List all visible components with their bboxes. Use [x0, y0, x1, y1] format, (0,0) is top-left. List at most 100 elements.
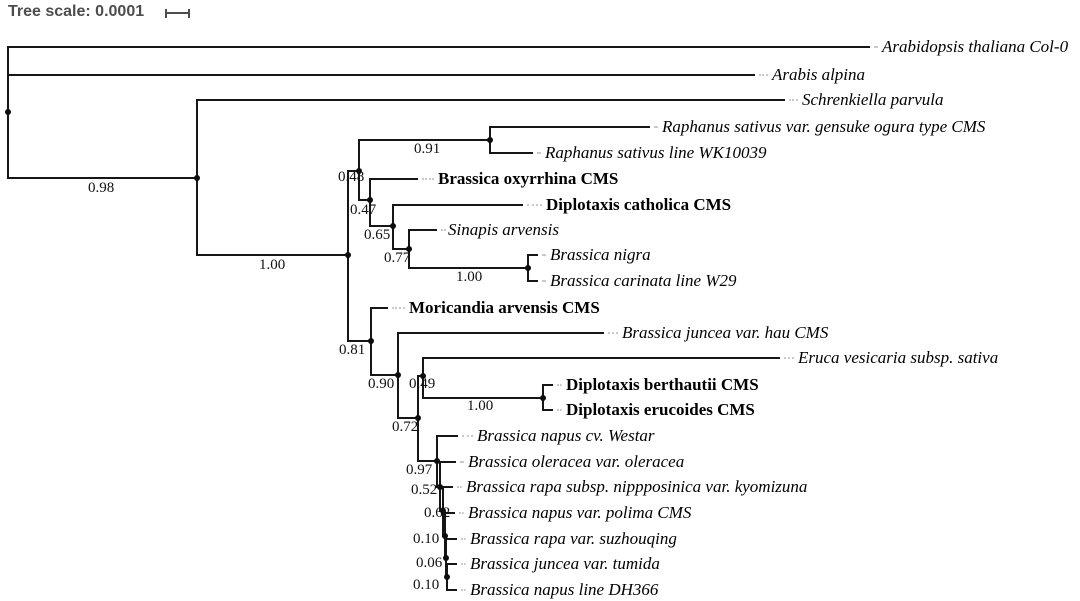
tree-branch-h: [528, 280, 538, 282]
tree-branch-h: [359, 139, 490, 141]
tree-node-dot: [368, 338, 374, 344]
tree-branch-h: [543, 384, 553, 386]
tree-branch-h: [348, 340, 371, 342]
taxon-label: Arabidopsis thaliana Col-0: [882, 37, 1069, 56]
label-connector: [759, 74, 768, 76]
support-value: 1.00: [456, 269, 483, 285]
support-value: 1.00: [259, 257, 286, 273]
tree-node-dot: [395, 372, 401, 378]
label-connector: [422, 178, 434, 180]
tree-branch-h: [490, 126, 650, 128]
taxon-label: Diplotaxis catholica CMS: [546, 195, 732, 214]
tree-node-dot: [442, 533, 448, 539]
tree-branch-h: [440, 461, 456, 463]
label-connector: [784, 357, 794, 359]
support-value: 0.52: [411, 482, 438, 498]
label-connector: [460, 461, 464, 463]
label-connector: [462, 435, 473, 437]
label-connector: [537, 152, 541, 154]
taxon-label: Diplotaxis erucoides CMS: [566, 400, 755, 419]
tree-branch-h: [409, 229, 437, 231]
tree-branch-h: [370, 178, 418, 180]
tree-branch-h: [359, 199, 370, 201]
support-value: 0.48: [338, 169, 365, 185]
tree-branch-h: [398, 417, 418, 419]
tree-branch-h: [418, 460, 437, 462]
support-value: 0.49: [409, 376, 436, 392]
tree-branch-h: [8, 177, 197, 179]
taxon-label: Raphanus sativus line WK10039: [545, 143, 767, 162]
label-connector: [461, 589, 466, 591]
label-connector: [654, 126, 658, 128]
tree-branch-h: [371, 307, 388, 309]
label-connector: [457, 486, 462, 488]
tree-branch-h: [8, 74, 755, 76]
tree-node-dot: [415, 415, 421, 421]
tree-branch-h: [197, 254, 348, 256]
taxon-label: Brassica rapa var. suzhouqing: [470, 529, 677, 548]
support-value: 1.00: [467, 398, 494, 414]
taxon-label: Brassica oxyrrhina CMS: [438, 169, 619, 188]
tree-scale-bar-tick-left: [165, 9, 167, 18]
label-connector: [542, 254, 546, 256]
tree-node-dot: [525, 265, 531, 271]
tree-node-dot: [444, 574, 450, 580]
label-connector: [527, 204, 542, 206]
tree-branch-h: [370, 225, 393, 227]
taxon-label: Brassica oleracea var. oleracea: [468, 452, 685, 471]
tree-branch-h: [445, 512, 455, 514]
tree-branch-h: [409, 267, 528, 269]
support-value: 0.91: [414, 141, 441, 157]
tree-branch-h: [447, 589, 457, 591]
taxon-label: Brassica juncea var. hau CMS: [622, 323, 829, 342]
tree-branch-h: [423, 357, 780, 359]
taxon-label: Sinapis arvensis: [448, 220, 559, 239]
tree-branch-h: [393, 248, 409, 250]
tree-node-dot: [540, 395, 546, 401]
taxon-label: Brassica juncea var. tumida: [470, 554, 660, 573]
tree-node-dot: [345, 252, 351, 258]
tree-branch-h: [371, 374, 398, 376]
support-value: 0.47: [350, 202, 377, 218]
tree-node-dot: [390, 223, 396, 229]
tree-branch-h: [543, 409, 553, 411]
support-value: 0.81: [339, 342, 366, 358]
label-connector: [557, 384, 562, 386]
taxon-label: Moricandia arvensis CMS: [409, 298, 600, 317]
tree-scale-bar: [166, 12, 189, 14]
tree-branch-h: [197, 99, 785, 101]
tree-branch-h: [528, 254, 538, 256]
tree-node-dot: [443, 555, 449, 561]
support-value: 0.97: [406, 462, 433, 478]
taxon-label: Brassica napus line DH366: [470, 580, 659, 599]
tree-node-dot: [5, 109, 11, 115]
tree-node-dot: [487, 137, 493, 143]
tree-branch-h: [348, 170, 359, 172]
label-connector: [461, 538, 466, 540]
label-connector: [461, 563, 466, 565]
tree-branch-h: [398, 332, 604, 334]
taxon-label: Eruca vesicaria subsp. sativa: [798, 348, 999, 367]
label-connector: [789, 99, 798, 101]
tree-branch-h: [443, 486, 453, 488]
tree-node-dot: [437, 484, 443, 490]
taxon-label: Raphanus sativus var. gensuke ogura type…: [662, 117, 986, 136]
taxon-label: Brassica rapa subsp. nippposinica var. k…: [466, 477, 808, 496]
support-value: 0.77: [384, 250, 411, 266]
support-value: 0.10: [413, 531, 440, 547]
label-connector: [392, 307, 405, 309]
tree-branch-h: [423, 397, 543, 399]
taxon-label: Brassica nigra: [550, 245, 651, 264]
taxon-label: Brassica napus var. polima CMS: [468, 503, 692, 522]
label-connector: [441, 229, 444, 231]
taxon-label: Diplotaxis berthautii CMS: [566, 375, 759, 394]
support-value: 0.98: [88, 180, 115, 196]
tree-branch-h: [8, 46, 870, 48]
tree-branch-h: [447, 563, 457, 565]
tree-branch-h: [437, 435, 458, 437]
label-connector: [608, 332, 618, 334]
support-value: 0.06: [416, 555, 443, 571]
tree-node-dot: [367, 197, 373, 203]
support-value: 0.65: [364, 227, 391, 243]
support-value: 0.62: [424, 505, 451, 521]
